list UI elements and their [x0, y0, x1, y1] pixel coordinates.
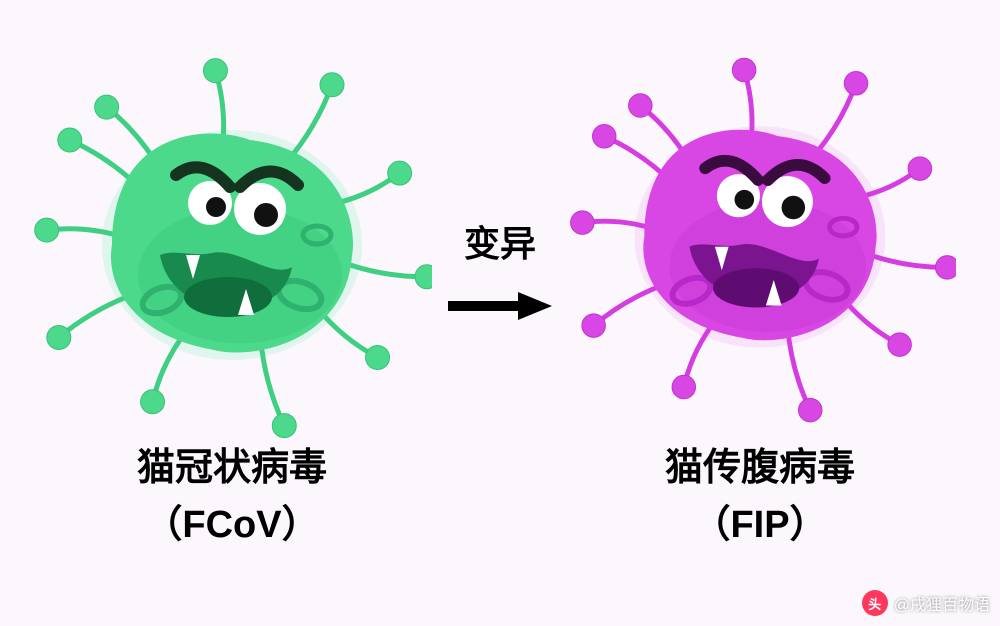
- left-caption-line2: （FCoV）: [32, 497, 432, 554]
- right-caption-line1: 猫传腹病毒: [560, 440, 960, 497]
- left-caption: 猫冠状病毒 （FCoV）: [32, 440, 432, 554]
- watermark-logo-icon: 头: [862, 590, 888, 616]
- watermark: 头 @戌狸百物语: [862, 590, 990, 616]
- left-virus-icon: [32, 40, 432, 440]
- right-caption-line2: （FIP）: [560, 497, 960, 554]
- arrow-icon: [440, 281, 560, 331]
- diagram-stage: 变异 猫冠状病毒 （FCoV） 猫传腹病毒 （FIP） 头 @戌狸百物语: [0, 0, 1000, 626]
- right-caption: 猫传腹病毒 （FIP）: [560, 440, 960, 554]
- mutation-arrow-group: 变异: [440, 215, 560, 331]
- watermark-text: @戌狸百物语: [894, 591, 990, 615]
- right-virus-icon: [564, 36, 956, 428]
- left-caption-line1: 猫冠状病毒: [32, 440, 432, 497]
- mutation-label: 变异: [440, 215, 560, 267]
